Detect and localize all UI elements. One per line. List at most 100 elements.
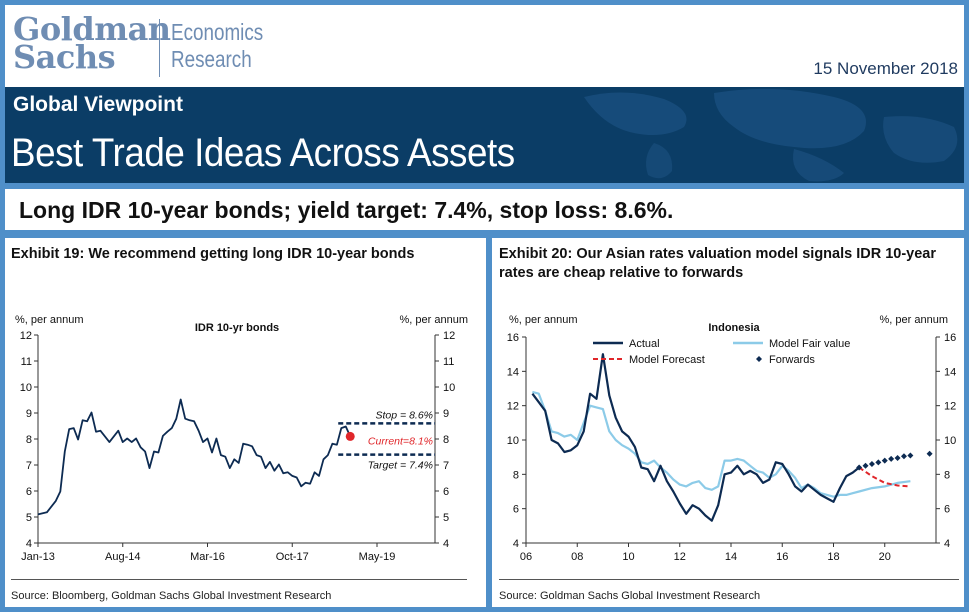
legend-label: Model Forecast <box>629 354 705 366</box>
series-line-model-forecast <box>858 466 911 488</box>
y-tick-label-left: 4 <box>513 538 519 550</box>
y-tick-label-right: 4 <box>443 538 449 550</box>
y-axis-left-label: %, per annum <box>15 314 83 326</box>
y-tick-label-left: 14 <box>507 366 519 378</box>
y-tick-label-left: 7 <box>26 460 32 472</box>
y-tick-label-left: 4 <box>26 538 32 550</box>
x-tick-label: 10 <box>622 551 634 563</box>
y-tick-label-right: 6 <box>443 486 449 498</box>
divider-strip <box>5 183 964 189</box>
y-tick-label-left: 12 <box>507 401 519 413</box>
x-tick-label: Oct-17 <box>276 551 309 563</box>
logo-line-1: Goldman <box>13 10 171 48</box>
y-tick-label-right: 16 <box>944 332 956 344</box>
world-map-graphic <box>584 88 958 182</box>
source-rule <box>499 579 959 580</box>
current-label: Current=8.1% <box>368 435 433 447</box>
exhibit-20-chart: %, per annum %, per annum Indonesia 4 4 6 6 8 8 1… <box>507 314 957 563</box>
department-name: Economics Research <box>171 19 263 73</box>
y-tick-label-right: 9 <box>443 408 449 420</box>
x-tick-label: Jan-13 <box>21 551 55 563</box>
y-tick-label-left: 5 <box>26 512 32 524</box>
exhibit-19-chart: %, per annum %, per annum IDR 10-yr bonds 4… <box>15 314 468 563</box>
exhibit-19-source: Source: Bloomberg, Goldman Sachs Global … <box>11 590 332 602</box>
series-line-model-fair-value <box>532 390 911 498</box>
x-tick-label: 20 <box>879 551 891 563</box>
forwards-marker <box>907 452 914 459</box>
exhibit-20-source: Source: Goldman Sachs Global Investment … <box>499 590 761 602</box>
y-tick-label-left: 11 <box>21 356 32 368</box>
x-tick-label: 14 <box>725 551 737 563</box>
forwards-marker <box>868 461 875 468</box>
publication-date: 15 November 2018 <box>813 59 958 78</box>
chart-title: Indonesia <box>708 322 760 334</box>
forwards-marker <box>926 450 933 457</box>
report-series: Global Viewpoint <box>13 93 183 116</box>
y-tick-label-left: 10 <box>507 435 519 447</box>
y-axis-left-label: %, per annum <box>509 314 577 326</box>
legend-swatch <box>756 356 762 362</box>
x-tick-label: 12 <box>674 551 686 563</box>
legend-label: Actual <box>629 338 660 350</box>
divider-strip <box>5 230 964 238</box>
report-header: Goldman Sachs Economics Research 15 Nove… <box>5 5 964 87</box>
legend-label: Model Fair value <box>769 338 850 350</box>
y-tick-label-right: 10 <box>944 435 956 447</box>
y-tick-label-left: 16 <box>507 332 519 344</box>
series-line-idr-10yr <box>37 398 352 516</box>
forwards-marker <box>894 455 901 462</box>
y-tick-label-right: 8 <box>443 434 449 446</box>
y-tick-label-right: 10 <box>443 382 455 394</box>
stop-label: Stop = 8.6% <box>376 409 434 421</box>
report-title: Best Trade Ideas Across Assets <box>11 131 515 175</box>
y-tick-label-right: 4 <box>944 538 950 550</box>
y-tick-label-left: 8 <box>513 469 519 481</box>
y-tick-label-left: 10 <box>20 382 32 394</box>
y-tick-label-right: 14 <box>944 366 956 378</box>
y-tick-label-right: 5 <box>443 512 449 524</box>
x-tick-label: May-19 <box>359 551 396 563</box>
y-tick-label-left: 6 <box>513 504 519 516</box>
department-line-2: Research <box>171 46 252 72</box>
logo-divider <box>159 19 160 77</box>
x-tick-label: 18 <box>827 551 839 563</box>
x-tick-label: 06 <box>520 551 532 563</box>
forwards-marker <box>881 457 888 464</box>
y-axis-right-label: %, per annum <box>880 314 948 326</box>
series-line-actual <box>531 353 860 522</box>
y-tick-label-right: 7 <box>443 460 449 472</box>
title-banner: Global Viewpoint Best Trade Ideas Across… <box>5 87 964 183</box>
legend-label: Forwards <box>769 354 815 366</box>
x-tick-label: Mar-16 <box>190 551 225 563</box>
logo-line-2: Sachs <box>13 38 116 76</box>
forwards-marker <box>900 453 907 460</box>
current-level-marker <box>345 431 355 441</box>
x-tick-label: Aug-14 <box>105 551 140 563</box>
report-page: Goldman Sachs Economics Research 15 Nove… <box>5 5 964 607</box>
chart-title: IDR 10-yr bonds <box>195 322 279 334</box>
y-tick-label-right: 8 <box>944 469 950 481</box>
x-tick-label: 16 <box>776 551 788 563</box>
exhibit-20-title-line-2: rates are cheap relative to forwards <box>499 265 744 281</box>
y-tick-label-left: 9 <box>26 408 32 420</box>
y-tick-label-right: 12 <box>443 330 455 342</box>
goldman-sachs-logo: Goldman Sachs <box>13 10 171 76</box>
exhibit-20-title: Exhibit 20: Our Asian rates valuation mo… <box>499 245 959 283</box>
y-tick-label-right: 11 <box>443 356 454 368</box>
y-tick-label-left: 6 <box>26 486 32 498</box>
source-rule <box>11 579 467 580</box>
forwards-marker <box>875 459 882 466</box>
exhibit-20-title-line-1: Exhibit 20: Our Asian rates valuation mo… <box>499 246 937 262</box>
forwards-marker <box>888 455 895 462</box>
target-label: Target = 7.4% <box>368 460 433 472</box>
trade-idea: Long IDR 10-year bonds; yield target: 7.… <box>19 197 674 223</box>
y-tick-label-left: 12 <box>20 330 32 342</box>
divider-strip <box>486 238 492 607</box>
y-tick-label-right: 6 <box>944 504 950 516</box>
forwards-marker <box>862 462 869 469</box>
x-tick-label: 08 <box>571 551 583 563</box>
forwards-marker <box>856 464 863 471</box>
department-line-1: Economics <box>171 19 264 45</box>
exhibit-19-title: Exhibit 19: We recommend getting long ID… <box>11 246 415 262</box>
y-axis-right-label: %, per annum <box>400 314 468 326</box>
